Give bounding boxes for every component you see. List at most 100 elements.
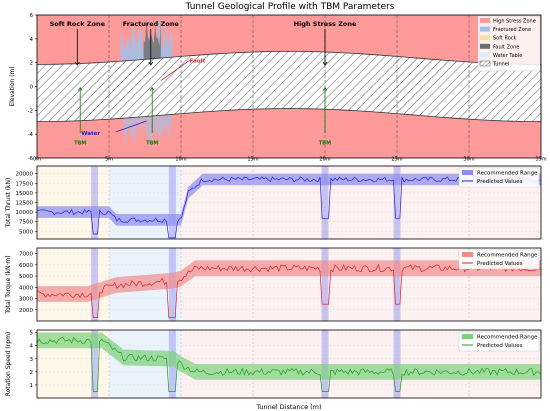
legend-entry: Recommended Range [477,335,538,341]
y-tick-label: 15000 [16,191,34,197]
fault-annotation: Fault [190,59,206,65]
y-tick-label: 12500 [16,201,34,207]
legend-swatch [480,52,490,58]
panel-frame [36,247,542,322]
y-tick-label: 5000 [19,274,33,280]
high-stress-zone-label: High Stress Zone [294,20,357,28]
y-tick-label: 0 [30,85,34,91]
y-tick-label: -4 [28,132,34,138]
legend-entry: Predicted Values [477,261,523,267]
legend-swatch [480,26,490,32]
legend-swatch [480,18,490,23]
y-tick-label: 1 [30,383,34,389]
x-tick-label: 25m [391,157,402,163]
y-tick-label: 7500 [19,220,33,226]
tbm-label: TBM [146,141,158,147]
recommended-range [37,332,541,380]
y-tick-label: 10000 [16,210,34,216]
legend-entry: Predicted Values [477,343,523,349]
y-tick-label: 2 [30,61,34,67]
legend-entry: High Stress Zone [493,19,536,25]
zone-arrow-head [322,61,328,66]
x-tick-label: 0m [33,157,41,163]
torque-y-axis-label: Total Torque (kN·m) [5,255,12,314]
speed-y-axis-label: Rotation Speed (rpm) [5,332,12,397]
legend-box [458,331,540,352]
geology-y-axis-label: Elevation (m) [9,66,16,106]
thrust-y-axis-label: Total Thrust (kN) [5,178,12,229]
y-tick-label: 4000 [19,285,33,291]
legend-entry: Fractured Zone [493,27,531,33]
legend-swatch [480,35,490,41]
y-tick-label: 17500 [16,181,34,187]
zone-arrow-head [74,61,80,66]
anomaly-band [91,166,99,239]
legend-entry: Predicted Values [477,179,523,185]
fault-zone-fill [143,19,161,61]
fractured-zone-label: Fractured Zone [123,20,180,28]
water-annotation: Water [81,131,100,137]
y-tick-label: 3000 [19,297,33,303]
y-tick-label: -6 [28,156,34,162]
legend-swatch [462,252,473,257]
y-tick-label: -2 [28,108,33,114]
legend-entry: Recommended Range [477,171,538,177]
legend-swatch [480,43,490,49]
figure-title: Tunnel Geological Profile with TBM Param… [185,2,395,12]
x-axis-label: Tunnel Distance (m) [255,403,321,411]
tbm-arrow-head [149,86,155,91]
legend-entry: Water Table [493,53,522,59]
legend-entry: Tunnel [492,62,509,68]
y-tick-label: 20000 [16,172,34,178]
x-tick-label: 20m [319,157,330,163]
y-tick-label: 3 [30,357,34,363]
anomaly-band [321,166,329,239]
y-tick-label: 4 [30,344,34,350]
x-tick-label: 5m [105,157,113,163]
speed-panel: 1 2 3 4 5 Rotation Speed (rpm) Recommended Ran… [5,329,542,411]
y-tick-label: 7000 [19,252,33,258]
y-tick-label: 5 [30,331,34,337]
thrust-panel: 5000 7500 10000 12500 15000 17500 20000 Total T… [5,165,542,240]
water-arrow [116,120,147,133]
y-tick-label: 2 [30,370,34,376]
y-tick-label: 2000 [19,308,33,314]
tbm-label: TBM [74,141,86,147]
geology-panel: Soft Rock Zone Fractured Zone High Stress … [9,13,547,163]
water-table-fill [37,115,109,158]
tbm-arrow-head [77,86,83,91]
legend-entry: Soft Rock [493,36,517,42]
anomaly-band [168,166,176,239]
soft-rock-zone-label: Soft Rock Zone [50,20,106,28]
y-tick-label: 5000 [19,229,33,235]
predicted-line [36,336,541,392]
panel-frame [36,329,542,399]
fault-arrow [160,59,190,81]
legend-swatch [479,60,491,67]
legend-swatch [462,170,473,175]
anomaly-band [321,248,329,321]
y-tick-label: 4 [30,37,34,43]
fractured-zone-lower [123,112,173,150]
y-tick-label: 6 [30,13,34,19]
y-tick-label: 6000 [19,263,33,269]
zone-arrow-head [148,61,154,66]
anomaly-band [393,166,401,239]
tbm-label: TBM [319,141,331,147]
anomaly-band [393,248,401,321]
tbm-arrow-head [322,86,328,91]
recommended-range [37,260,541,302]
predicted-line [36,263,541,318]
predicted-line [36,176,541,239]
x-tick-label: 35m [535,157,546,163]
legend-swatch [462,334,473,339]
legend-entry: Fault Zone [493,44,519,50]
legend-box [458,249,540,270]
x-tick-label: 10m [175,157,186,163]
torque-panel: 2000 3000 4000 5000 6000 7000 Total Torque (kN… [5,247,542,322]
x-tick-label: 30m [463,157,474,163]
legend-box [458,167,540,188]
anomaly-band [91,330,99,398]
legend-entry: Recommended Range [477,253,538,259]
